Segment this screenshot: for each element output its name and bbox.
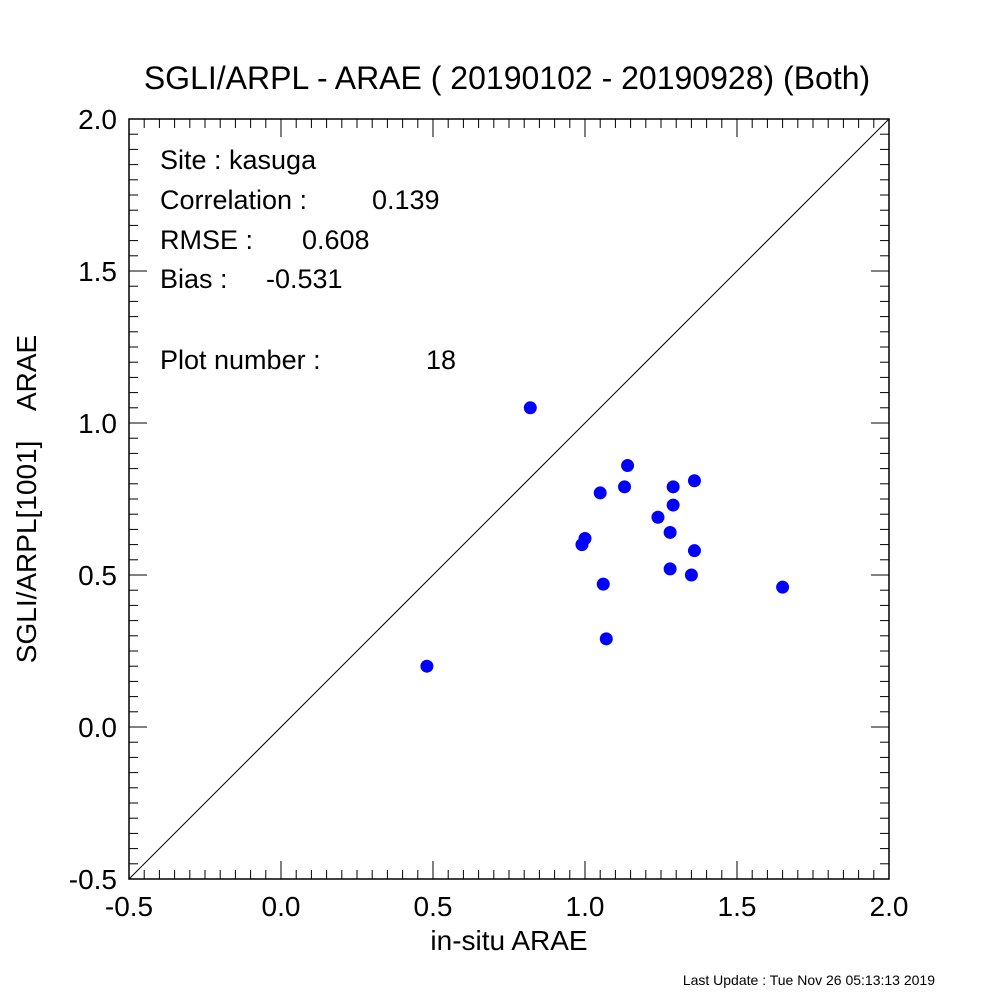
y-tick-label: 1.0: [78, 408, 117, 439]
x-tick-label: 0.5: [414, 891, 453, 922]
data-point: [684, 568, 698, 582]
data-points: [420, 401, 790, 673]
axis-ticks: [128, 118, 890, 880]
last-update-text: Last Update : Tue Nov 26 05:13:13 2019: [683, 972, 935, 988]
data-point: [523, 401, 537, 415]
y-axis-label: SGLI/ARPL[1001] ARAE: [11, 335, 42, 663]
stat-bias-label: Bias :: [160, 264, 228, 294]
data-point: [666, 498, 680, 512]
data-point: [596, 577, 610, 591]
x-tick-label: 1.0: [566, 891, 605, 922]
one-to-one-line: [128, 118, 890, 880]
x-tick-label: 2.0: [870, 891, 909, 922]
data-point: [593, 486, 607, 500]
stat-correlation-value: 0.139: [372, 185, 440, 215]
data-point: [618, 480, 632, 494]
y-tick-label: -0.5: [69, 864, 117, 895]
y-tick-label: 0.5: [78, 560, 117, 591]
data-point: [578, 532, 592, 546]
stat-site: Site : kasuga: [160, 145, 317, 175]
y-tick-label: 2.0: [78, 104, 117, 135]
data-point: [420, 659, 434, 673]
stat-rmse-value: 0.608: [302, 225, 370, 255]
data-point: [651, 510, 665, 524]
stats-box: Site : kasuga Correlation : 0.139 RMSE :…: [160, 145, 456, 375]
plot-frame: [128, 118, 890, 880]
y-tick-label: 0.0: [78, 712, 117, 743]
stat-correlation-label: Correlation :: [160, 185, 307, 215]
data-point: [663, 562, 677, 576]
stat-plot-number-value: 18: [426, 345, 456, 375]
data-point: [599, 632, 613, 646]
data-point: [663, 525, 677, 539]
stat-bias-value: -0.531: [266, 264, 343, 294]
stat-rmse-label: RMSE :: [160, 225, 253, 255]
data-point: [666, 480, 680, 494]
stat-plot-number-label: Plot number :: [160, 345, 321, 375]
x-axis-label: in-situ ARAE: [430, 925, 587, 956]
data-point: [687, 544, 701, 558]
data-point: [776, 580, 790, 594]
x-tick-label: -0.5: [105, 891, 153, 922]
tick-labels: -0.5 0.0 0.5 1.0 1.5 2.0 -0.5 0.0 0.5 1.0 1.5 2.0: [69, 104, 909, 922]
y-tick-label: 1.5: [78, 256, 117, 287]
data-point: [621, 459, 635, 473]
x-tick-label: 1.5: [718, 891, 757, 922]
x-tick-label: 0.0: [262, 891, 301, 922]
data-point: [687, 474, 701, 488]
chart-title: SGLI/ARPL - ARAE ( 20190102 - 20190928) …: [144, 60, 870, 96]
